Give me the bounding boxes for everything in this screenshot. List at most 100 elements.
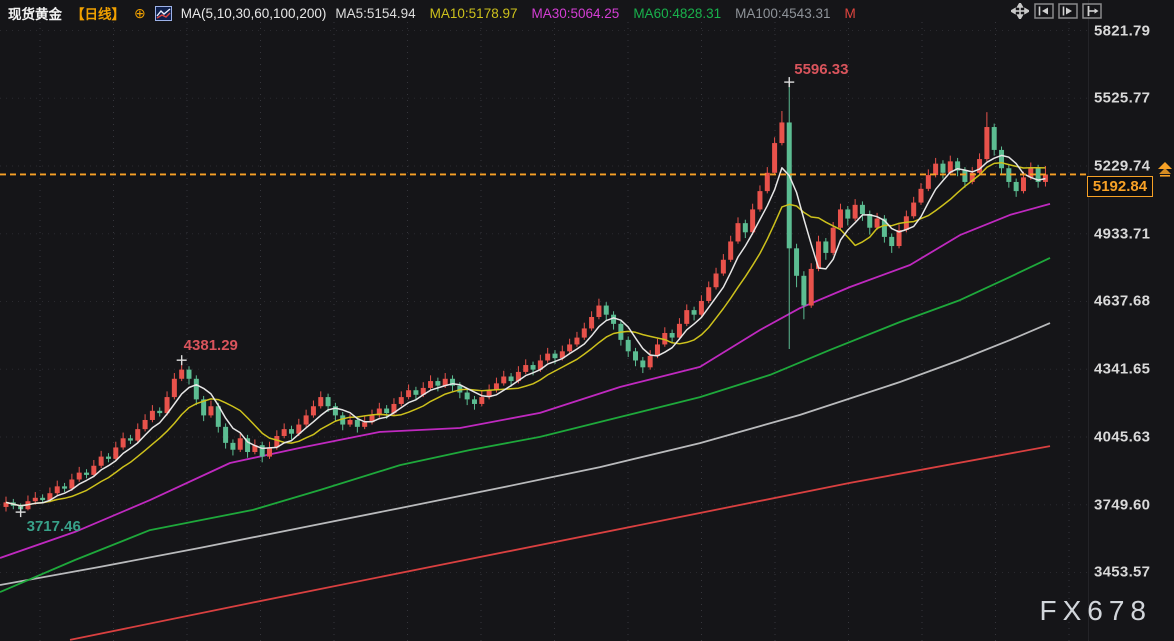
- axis-tick-label: 3453.57: [1094, 563, 1151, 581]
- candle-body: [537, 360, 543, 370]
- candle-body: [1028, 168, 1034, 178]
- candle-body: [962, 170, 968, 182]
- candle-body: [991, 127, 997, 150]
- candle-body: [596, 305, 602, 317]
- expand-icon[interactable]: ⊕: [134, 4, 146, 21]
- candle-body: [684, 310, 690, 324]
- candle-body: [76, 472, 82, 480]
- crosshair-move-icon[interactable]: [1010, 3, 1030, 19]
- candle-body: [325, 397, 331, 407]
- ma-line-ma200: [69, 445, 1051, 641]
- candle-body: [259, 445, 265, 457]
- ma-short-lines: [5, 154, 1046, 507]
- candle-body: [493, 383, 499, 391]
- candle-body: [40, 497, 46, 501]
- candle-body: [940, 163, 946, 173]
- chart-header: 现货黄金 【日线】 ⊕ MA(5,10,30,60,100,200) MA5:5…: [8, 3, 856, 23]
- ma-line-ma5: [5, 154, 1046, 507]
- candle-body: [281, 429, 287, 436]
- candle-body: [413, 390, 419, 395]
- annotation-label: 3717.46: [27, 518, 81, 535]
- candle-body: [984, 127, 990, 160]
- candle-body: [728, 241, 734, 260]
- ma-readout: M: [844, 5, 856, 21]
- candle-body: [398, 397, 404, 404]
- candle-body: [303, 415, 309, 425]
- candle-body: [874, 218, 880, 228]
- candle-body: [332, 406, 338, 416]
- ma-line-ma60: [0, 257, 1051, 593]
- candle-body: [435, 381, 441, 386]
- candle-body: [486, 390, 492, 398]
- candle-body: [911, 202, 917, 217]
- candle-body: [340, 415, 346, 425]
- candle-body: [84, 472, 90, 475]
- candle-body: [288, 429, 294, 434]
- axis-tick-label: 4637.68: [1094, 292, 1151, 310]
- ma-settings-label[interactable]: MA(5,10,30,60,100,200): [180, 5, 327, 21]
- candle-body: [208, 406, 214, 416]
- candle-body: [786, 122, 792, 249]
- candle-body: [479, 397, 485, 404]
- candle-body: [120, 438, 126, 448]
- candle-body: [310, 406, 316, 416]
- indicator-icon[interactable]: [154, 5, 172, 21]
- candle-body: [1035, 168, 1041, 182]
- timeframe-label[interactable]: 【日线】: [71, 7, 125, 22]
- candle-body: [603, 305, 609, 315]
- candle-body: [347, 419, 353, 425]
- pan-right-icon[interactable]: [1082, 3, 1102, 19]
- candle-body: [574, 337, 580, 345]
- price-up-arrow-icon: [1157, 162, 1173, 178]
- candle-body: [933, 163, 939, 176]
- candle-body: [977, 159, 983, 173]
- candle-body: [830, 227, 836, 253]
- candle-body: [720, 259, 726, 274]
- candle-body: [149, 410, 155, 420]
- axis-separator: [1088, 0, 1089, 641]
- candle-body: [113, 447, 119, 459]
- current-price-badge: 5192.84: [1087, 176, 1153, 198]
- candle-body: [559, 351, 565, 359]
- candle-body: [691, 310, 697, 315]
- axis-tick-label: 4933.71: [1094, 225, 1151, 243]
- candle-body: [896, 230, 902, 247]
- candle-body: [999, 149, 1005, 169]
- candle-body: [362, 422, 368, 427]
- candle-body: [779, 122, 785, 144]
- axis-tick-label: 5525.77: [1094, 89, 1151, 107]
- candle-body: [62, 486, 68, 489]
- candle-body: [54, 486, 60, 494]
- zoom-to-right-icon[interactable]: [1058, 3, 1078, 19]
- candle-body: [647, 355, 653, 368]
- ma-readout: MA5:5154.94: [335, 5, 416, 21]
- candle-body: [837, 209, 843, 228]
- candle-body: [91, 465, 97, 475]
- candle-body: [464, 392, 470, 400]
- candle-body: [384, 408, 390, 414]
- zoom-to-left-icon[interactable]: [1034, 3, 1054, 19]
- candle-body: [391, 403, 397, 414]
- candle-body: [471, 399, 477, 404]
- candle-body: [193, 378, 199, 400]
- candle-body: [530, 365, 536, 370]
- candle-body: [581, 328, 587, 338]
- ma-readout: MA10:5178.97: [429, 5, 518, 21]
- axis-tick-label: 5229.74: [1094, 157, 1151, 175]
- candle-body: [801, 275, 807, 306]
- candle-body: [859, 204, 865, 214]
- candle-body: [135, 429, 141, 441]
- candle-body: [545, 353, 551, 361]
- candle-body: [201, 399, 207, 416]
- candle-body: [32, 497, 38, 502]
- candle-body: [179, 369, 185, 379]
- candle-body: [713, 273, 719, 288]
- candle-body: [757, 191, 763, 210]
- candle-body: [816, 241, 822, 269]
- candle-body: [223, 426, 229, 443]
- price-annotations: 5596.33 4381.29 3717.46: [15, 61, 848, 535]
- candle-body: [772, 143, 778, 173]
- candle-body: [750, 209, 756, 233]
